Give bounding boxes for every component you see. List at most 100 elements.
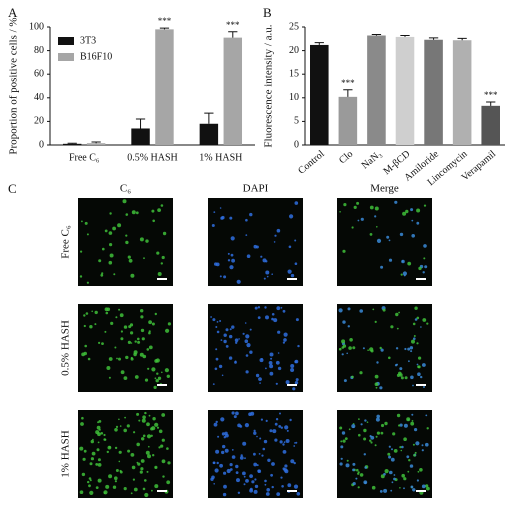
- cell: [407, 347, 411, 351]
- cell: [271, 485, 274, 489]
- cell: [258, 377, 262, 381]
- cell: [144, 492, 149, 498]
- cell: [342, 249, 346, 253]
- cell: [374, 206, 379, 211]
- significance: ***: [341, 78, 355, 88]
- cell: [154, 422, 159, 427]
- cell: [142, 415, 146, 420]
- cell: [262, 258, 267, 263]
- cell: [341, 339, 346, 344]
- cell: [236, 478, 240, 483]
- cell: [411, 234, 416, 238]
- cell: [114, 446, 118, 450]
- cell: [104, 307, 109, 312]
- cell: [224, 448, 229, 453]
- cell: [231, 449, 234, 451]
- cell: [271, 317, 274, 321]
- cell: [341, 346, 345, 349]
- cell: [344, 437, 348, 440]
- cell: [140, 467, 144, 471]
- cell: [348, 428, 351, 431]
- cell: [256, 435, 258, 438]
- cell: [85, 312, 89, 315]
- cell: [235, 411, 239, 416]
- column-header: C₆: [120, 183, 131, 195]
- cell: [395, 312, 399, 317]
- cell: [79, 490, 84, 495]
- cell: [364, 466, 368, 469]
- cell: [214, 367, 218, 371]
- micrograph: [208, 198, 303, 286]
- cell: [392, 432, 396, 436]
- cell: [364, 481, 367, 485]
- cell: [410, 485, 414, 489]
- cell: [118, 460, 121, 463]
- cell: [161, 438, 165, 442]
- cell: [156, 251, 160, 255]
- cell: [388, 455, 392, 459]
- cell: [376, 226, 378, 228]
- cell: [416, 363, 419, 366]
- cell: [130, 453, 135, 457]
- cell: [388, 445, 391, 448]
- bar: [338, 96, 358, 145]
- cell: [130, 331, 134, 335]
- cell: [387, 452, 391, 456]
- cell: [345, 463, 350, 468]
- cell: [374, 215, 377, 218]
- cell: [81, 472, 86, 477]
- cell: [123, 487, 127, 491]
- cell: [213, 422, 218, 427]
- bar: [424, 39, 443, 145]
- cell: [394, 200, 398, 204]
- cell: [284, 464, 288, 468]
- cell: [98, 428, 101, 431]
- cell: [131, 465, 136, 470]
- cell: [287, 269, 292, 274]
- cell: [412, 322, 416, 326]
- cell: [282, 309, 286, 313]
- cell: [355, 477, 358, 480]
- cell: [141, 437, 145, 441]
- cell: [254, 478, 257, 481]
- cell: [86, 281, 89, 284]
- cell: [425, 484, 429, 488]
- cell: [110, 321, 114, 325]
- cell: [133, 431, 136, 434]
- cell: [390, 489, 393, 492]
- error-bar: [159, 27, 170, 30]
- cell: [269, 371, 274, 376]
- cell: [346, 459, 349, 462]
- cell: [97, 463, 102, 467]
- cell: [157, 208, 162, 213]
- cell: [423, 257, 426, 260]
- cell: [106, 450, 110, 454]
- cell: [136, 412, 140, 416]
- cell: [108, 260, 113, 265]
- cell: [108, 357, 113, 361]
- cell: [416, 479, 419, 482]
- cell: [154, 377, 157, 380]
- cell: [228, 356, 233, 360]
- error-bar: [314, 42, 324, 45]
- cell: [351, 375, 354, 379]
- cell: [161, 413, 166, 417]
- cell: [216, 330, 220, 334]
- cell: [234, 338, 239, 343]
- y-tick-label: 15: [289, 68, 299, 79]
- column-header: DAPI: [243, 183, 269, 195]
- cell: [216, 461, 219, 465]
- cell: [416, 342, 419, 345]
- cell: [91, 310, 93, 313]
- cell: [115, 316, 118, 319]
- cell: [257, 306, 261, 309]
- cell: [352, 462, 356, 466]
- cell: [265, 367, 267, 370]
- cell: [89, 490, 94, 495]
- cell: [146, 470, 149, 473]
- bar: [452, 40, 472, 145]
- y-tick-label: 100: [29, 21, 44, 32]
- cell: [89, 479, 92, 482]
- cell: [389, 470, 393, 475]
